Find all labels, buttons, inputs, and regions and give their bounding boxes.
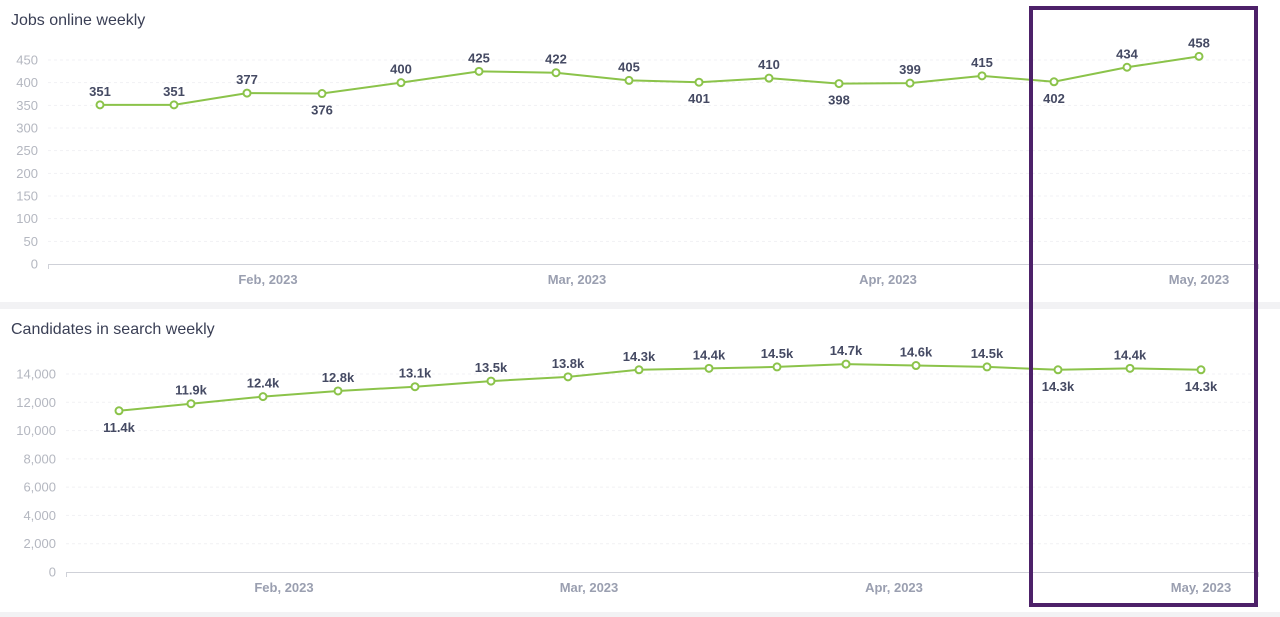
candidates-data-label: 14.3k xyxy=(623,349,656,364)
jobs-y-tick-label: 200 xyxy=(16,166,38,181)
jobs-data-label: 402 xyxy=(1043,91,1065,106)
jobs-data-label: 351 xyxy=(163,84,185,99)
jobs-x-tick-label: Apr, 2023 xyxy=(859,272,917,287)
candidates-data-label: 14.3k xyxy=(1185,379,1218,394)
jobs-data-label: 410 xyxy=(758,57,780,72)
candidates-data-point[interactable] xyxy=(486,376,496,386)
candidates-x-tick-label: Apr, 2023 xyxy=(865,580,923,595)
jobs-chart-panel: Jobs online weekly 0 50 100 150 200 250 300 350… xyxy=(0,0,1280,302)
jobs-x-tick-label: Feb, 2023 xyxy=(238,272,297,287)
jobs-series-line xyxy=(100,55,1200,106)
candidates-data-label: 14.5k xyxy=(761,346,794,361)
candidates-data-label: 13.1k xyxy=(399,366,432,381)
candidates-data-point[interactable] xyxy=(982,362,992,372)
jobs-y-tick-label: 100 xyxy=(16,211,38,226)
jobs-y-tick-label: 250 xyxy=(16,143,38,158)
candidates-data-point[interactable] xyxy=(258,392,268,402)
jobs-data-label: 415 xyxy=(971,55,993,70)
jobs-line-chart: 0 50 100 150 200 250 300 350 400 450 Feb, 2023 Mar,… xyxy=(16,35,1259,287)
candidates-data-label: 12.8k xyxy=(322,370,355,385)
jobs-data-point[interactable] xyxy=(396,78,406,88)
jobs-data-point[interactable] xyxy=(317,89,327,99)
jobs-x-tick-label: Mar, 2023 xyxy=(548,272,607,287)
candidates-data-label: 14.4k xyxy=(1114,347,1147,362)
jobs-data-point[interactable] xyxy=(834,79,844,89)
candidates-chart-title: Candidates in search weekly xyxy=(11,321,215,338)
jobs-data-point[interactable] xyxy=(95,100,105,110)
candidates-data-point[interactable] xyxy=(1053,365,1063,375)
jobs-data-point[interactable] xyxy=(905,78,915,88)
candidates-x-tick-label: May, 2023 xyxy=(1171,580,1231,595)
jobs-y-tick-label: 150 xyxy=(16,189,38,204)
jobs-data-label: 376 xyxy=(311,103,333,118)
candidates-data-point[interactable] xyxy=(1196,365,1206,375)
candidates-data-label: 12.4k xyxy=(247,376,280,391)
jobs-y-tick-label: 0 xyxy=(31,257,38,272)
jobs-data-label: 458 xyxy=(1188,35,1210,50)
candidates-data-point[interactable] xyxy=(114,406,124,416)
jobs-data-label: 399 xyxy=(899,62,921,77)
candidates-x-tick-label: Feb, 2023 xyxy=(254,580,313,595)
candidates-chart-panel: Candidates in search weekly 0 2,000 4,000 6… xyxy=(0,309,1280,612)
candidates-data-point[interactable] xyxy=(1125,363,1135,373)
candidates-data-point[interactable] xyxy=(410,382,420,392)
jobs-data-point[interactable] xyxy=(1049,77,1059,87)
jobs-data-point[interactable] xyxy=(551,68,561,78)
candidates-y-tick-label: 14,000 xyxy=(16,367,56,382)
candidates-y-tick-label: 4,000 xyxy=(23,508,56,523)
jobs-y-tick-label: 50 xyxy=(24,234,38,249)
candidates-x-tick-label: Mar, 2023 xyxy=(560,580,619,595)
jobs-chart-title: Jobs online weekly xyxy=(11,12,146,29)
candidates-data-point[interactable] xyxy=(704,363,714,373)
candidates-data-label: 14.6k xyxy=(900,345,933,360)
jobs-data-label: 425 xyxy=(468,50,490,65)
jobs-data-label: 434 xyxy=(1116,46,1138,61)
candidates-data-label: 13.5k xyxy=(475,360,508,375)
jobs-y-tick-label: 300 xyxy=(16,121,38,136)
jobs-data-point[interactable] xyxy=(474,66,484,76)
candidates-data-point[interactable] xyxy=(841,359,851,369)
candidates-data-label: 13.8k xyxy=(552,356,585,371)
candidates-data-label: 14.5k xyxy=(971,346,1004,361)
jobs-data-point[interactable] xyxy=(977,71,987,81)
jobs-data-label: 377 xyxy=(236,72,258,87)
candidates-y-tick-label: 2,000 xyxy=(23,536,56,551)
jobs-data-label: 398 xyxy=(828,93,850,108)
jobs-data-point[interactable] xyxy=(1122,62,1132,72)
candidates-line-chart: 0 2,000 4,000 6,000 8,000 10,000 12,000 14,000 F… xyxy=(16,343,1259,595)
candidates-y-tick-label: 12,000 xyxy=(16,395,56,410)
candidates-series-line xyxy=(118,363,1202,412)
candidates-data-label: 14.4k xyxy=(693,347,726,362)
jobs-x-tick-label: May, 2023 xyxy=(1169,272,1229,287)
jobs-data-point[interactable] xyxy=(169,100,179,110)
candidates-data-label: 11.9k xyxy=(175,383,208,398)
candidates-data-point[interactable] xyxy=(186,399,196,409)
jobs-data-point[interactable] xyxy=(764,73,774,83)
candidates-data-label: 14.7k xyxy=(830,343,863,358)
candidates-data-point[interactable] xyxy=(772,362,782,372)
candidates-data-point[interactable] xyxy=(333,386,343,396)
candidates-y-tick-label: 0 xyxy=(49,565,56,580)
candidates-data-label: 11.4k xyxy=(103,420,136,435)
candidates-y-tick-label: 8,000 xyxy=(23,451,56,466)
jobs-y-tick-label: 350 xyxy=(16,98,38,113)
candidates-y-tick-label: 6,000 xyxy=(23,480,56,495)
jobs-data-point[interactable] xyxy=(624,75,634,85)
jobs-data-point[interactable] xyxy=(1194,51,1204,61)
jobs-data-point[interactable] xyxy=(242,88,252,98)
jobs-y-tick-label: 450 xyxy=(16,53,38,68)
candidates-y-tick-label: 10,000 xyxy=(16,423,56,438)
candidates-data-point[interactable] xyxy=(563,372,573,382)
candidates-data-point[interactable] xyxy=(634,365,644,375)
jobs-data-label: 401 xyxy=(688,91,710,106)
candidates-data-label: 14.3k xyxy=(1042,379,1075,394)
jobs-data-point[interactable] xyxy=(694,77,704,87)
candidates-data-point[interactable] xyxy=(911,361,921,371)
jobs-data-label: 400 xyxy=(390,62,412,77)
jobs-data-label: 422 xyxy=(545,52,567,67)
jobs-y-tick-label: 400 xyxy=(16,75,38,90)
jobs-data-label: 351 xyxy=(89,84,111,99)
jobs-data-label: 405 xyxy=(618,59,640,74)
